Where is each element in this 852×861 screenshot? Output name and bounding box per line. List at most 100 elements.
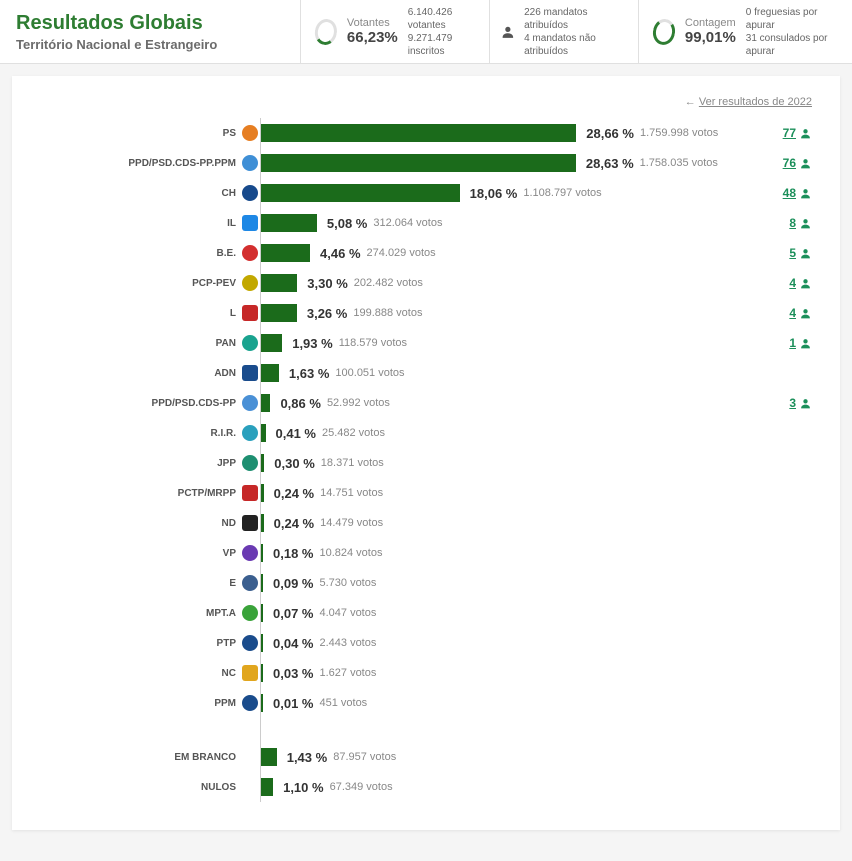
bar bbox=[261, 274, 297, 292]
seats-cell: 1 bbox=[762, 336, 812, 350]
progress-ring-icon bbox=[313, 17, 339, 46]
party-icon bbox=[242, 275, 258, 291]
party-icon bbox=[242, 185, 258, 201]
seats-cell: 48 bbox=[762, 186, 812, 200]
result-row: JPP0,30 %18.371 votos bbox=[40, 448, 812, 478]
result-row: PS 28,66 %1.759.998 votos 77 bbox=[40, 118, 812, 148]
person-icon bbox=[799, 127, 812, 140]
votes-value: 1.759.998 votos bbox=[640, 127, 718, 139]
bar bbox=[261, 154, 576, 172]
party-icon bbox=[242, 515, 258, 531]
seats-cell: 76 bbox=[762, 156, 812, 170]
votes-value: 4.047 votos bbox=[319, 607, 376, 619]
party-icon bbox=[242, 485, 258, 501]
stat-card-voters: Votantes 66,23% 6.140.426 votantes 9.271… bbox=[300, 0, 489, 63]
voters-pct: 66,23% bbox=[347, 29, 398, 46]
result-row: ND0,24 %14.479 votos bbox=[40, 508, 812, 538]
person-icon bbox=[799, 217, 812, 230]
party-label: PPD/PSD.CDS-PP.PPM bbox=[40, 158, 240, 169]
party-label: L bbox=[40, 308, 240, 319]
result-row: NULOS1,10 %67.349 votos bbox=[40, 772, 812, 802]
party-label: PS bbox=[40, 128, 240, 139]
bar-cell: 0,24 % 14.479 votos bbox=[260, 508, 762, 538]
bar-cell: 0,04 % 2.443 votos bbox=[260, 628, 762, 658]
party-icon bbox=[242, 605, 258, 621]
bar bbox=[261, 364, 279, 382]
party-icon-cell bbox=[240, 695, 260, 711]
votes-value: 100.051 votos bbox=[335, 367, 404, 379]
votes-value: 202.482 votos bbox=[354, 277, 423, 289]
party-icon-cell bbox=[240, 515, 260, 531]
party-icon bbox=[242, 365, 258, 381]
bar-cell: 18,06 %1.108.797 votos bbox=[260, 178, 762, 208]
page-title: Resultados Globais bbox=[16, 12, 284, 35]
result-row: NC0,03 %1.627 votos bbox=[40, 658, 812, 688]
pct-value: 0,41 % bbox=[276, 426, 316, 441]
progress-ring-icon bbox=[651, 17, 677, 46]
bar-cell: 0,03 %1.627 votos bbox=[260, 658, 762, 688]
seats-link[interactable]: 76 bbox=[783, 156, 796, 170]
party-icon-cell bbox=[240, 485, 260, 501]
pct-value: 28,63 % bbox=[586, 156, 634, 171]
seats-cell: 77 bbox=[762, 126, 812, 140]
bar bbox=[261, 694, 263, 712]
result-row: PCTP/MRPP0,24 %14.751 votos bbox=[40, 478, 812, 508]
seats-link[interactable]: 4 bbox=[789, 276, 796, 290]
party-label: EM BRANCO bbox=[40, 752, 240, 763]
result-row: ADN1,63 %100.051 votos bbox=[40, 358, 812, 388]
result-row: PPD/PSD.CDS-PP.PPM28,63 %1.758.035 votos… bbox=[40, 148, 812, 178]
party-icon bbox=[242, 155, 258, 171]
party-icon-cell bbox=[240, 425, 260, 441]
back-link-row: ← Ver resultados de 2022 bbox=[40, 96, 812, 118]
party-icon-cell bbox=[240, 215, 260, 231]
seats-link[interactable]: 8 bbox=[789, 216, 796, 230]
party-label: IL bbox=[40, 218, 240, 229]
party-icon bbox=[242, 215, 258, 231]
bar-cell: 1,43 %87.957 votos bbox=[260, 742, 762, 772]
pct-value: 0,30 % bbox=[274, 456, 314, 471]
seats-link[interactable]: 1 bbox=[789, 336, 796, 350]
person-icon bbox=[799, 277, 812, 290]
seats-link[interactable]: 48 bbox=[783, 186, 796, 200]
votes-value: 5.730 votos bbox=[319, 577, 376, 589]
seats-cell: 4 bbox=[762, 276, 812, 290]
count-line1: 0 freguesias por apurar bbox=[746, 6, 838, 32]
seats-link[interactable]: 77 bbox=[783, 126, 796, 140]
bar-cell: 0,09 % 5.730 votos bbox=[260, 568, 762, 598]
bar-cell: 0,01 %451 votos bbox=[260, 688, 762, 718]
votes-value: 2.443 votos bbox=[319, 637, 376, 649]
party-label: PCP-PEV bbox=[40, 278, 240, 289]
voters-line1: 6.140.426 votantes bbox=[408, 6, 476, 32]
party-icon bbox=[242, 695, 258, 711]
seats-link[interactable]: 4 bbox=[789, 306, 796, 320]
result-row: PPM0,01 %451 votos bbox=[40, 688, 812, 718]
bar bbox=[261, 634, 263, 652]
party-icon bbox=[242, 395, 258, 411]
stat-card-mandates: 226 mandatos atribuídos 4 mandatos não a… bbox=[489, 0, 637, 63]
person-icon bbox=[799, 187, 812, 200]
bar-cell: 3,26 %199.888 votos bbox=[260, 298, 762, 328]
votes-value: 1.108.797 votos bbox=[523, 187, 601, 199]
result-row: R.I.R.0,41 %25.482 votos bbox=[40, 418, 812, 448]
person-icon bbox=[799, 307, 812, 320]
bar bbox=[261, 424, 266, 442]
title-block: Resultados Globais Território Nacional e… bbox=[0, 12, 300, 52]
result-row: PAN1,93 %118.579 votos1 bbox=[40, 328, 812, 358]
seats-link[interactable]: 5 bbox=[789, 246, 796, 260]
seats-link[interactable]: 3 bbox=[789, 396, 796, 410]
bar bbox=[261, 184, 460, 202]
back-link[interactable]: Ver resultados de 2022 bbox=[699, 96, 812, 108]
pct-value: 0,09 % bbox=[273, 576, 313, 591]
pct-value: 5,08 % bbox=[327, 216, 367, 231]
bar-cell: 28,66 %1.759.998 votos bbox=[260, 118, 762, 148]
party-icon-cell bbox=[240, 335, 260, 351]
pct-value: 0,18 % bbox=[273, 546, 313, 561]
votes-value: 67.349 votos bbox=[330, 781, 393, 793]
bar-cell: 0,30 %18.371 votos bbox=[260, 448, 762, 478]
pct-value: 0,01 % bbox=[273, 696, 313, 711]
party-icon-cell bbox=[240, 455, 260, 471]
pct-value: 0,24 % bbox=[274, 516, 314, 531]
party-icon-cell bbox=[240, 125, 260, 141]
pct-value: 0,04 % bbox=[273, 636, 313, 651]
votes-value: 14.479 votos bbox=[320, 517, 383, 529]
